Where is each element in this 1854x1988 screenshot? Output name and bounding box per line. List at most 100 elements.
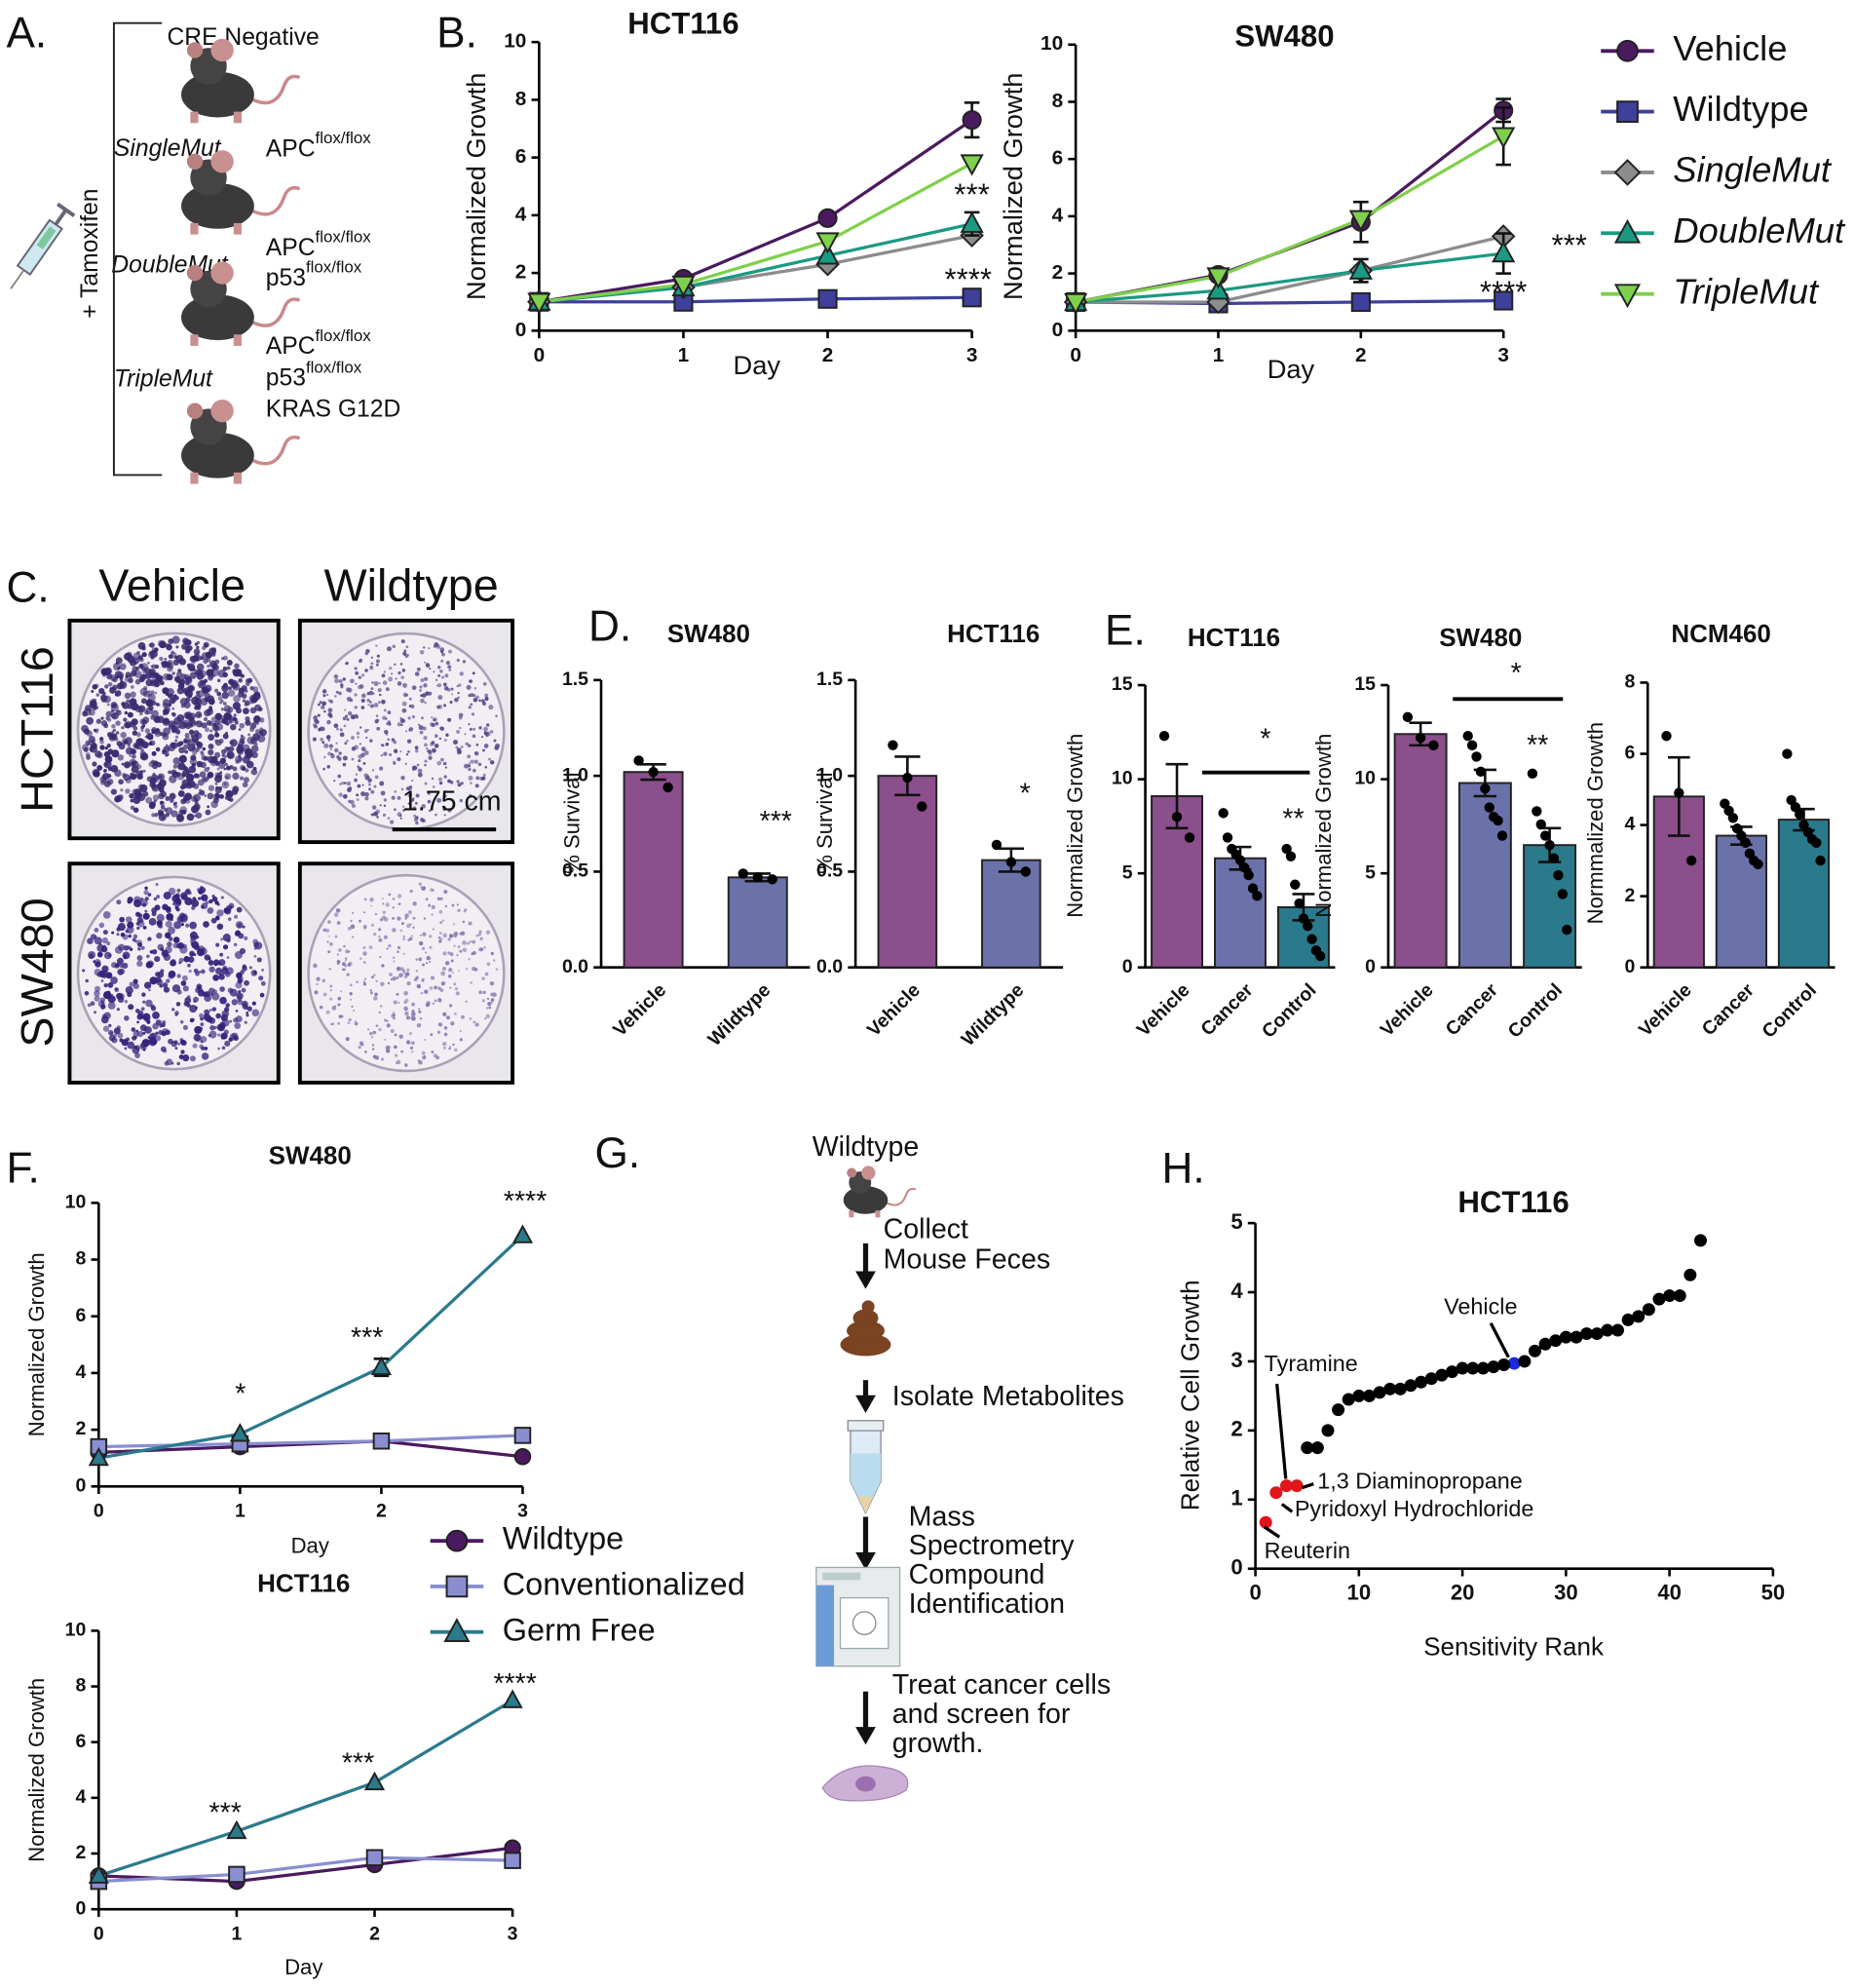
colony bbox=[198, 791, 202, 795]
colony bbox=[392, 644, 396, 649]
colony bbox=[402, 805, 405, 808]
colony bbox=[459, 726, 462, 730]
colony bbox=[340, 683, 344, 687]
colony bbox=[141, 1039, 149, 1047]
colony bbox=[246, 1006, 252, 1012]
colony bbox=[156, 762, 163, 768]
colony bbox=[201, 686, 208, 692]
mouse-body bbox=[181, 183, 254, 229]
colony bbox=[462, 920, 466, 924]
colony bbox=[314, 990, 319, 995]
colony bbox=[230, 723, 237, 731]
data-point bbox=[648, 767, 659, 778]
colony bbox=[419, 934, 422, 937]
colony bbox=[442, 1046, 446, 1050]
colony bbox=[444, 766, 447, 769]
colony bbox=[100, 1004, 106, 1010]
colony bbox=[431, 904, 435, 909]
colony bbox=[136, 926, 140, 931]
colony bbox=[409, 889, 413, 894]
colony bbox=[403, 1006, 408, 1012]
series-line bbox=[539, 295, 972, 304]
colony bbox=[448, 669, 452, 671]
data-point bbox=[1269, 1486, 1283, 1500]
colony bbox=[104, 684, 109, 689]
colony bbox=[94, 990, 100, 997]
colony bbox=[214, 719, 220, 726]
colony bbox=[184, 997, 192, 1004]
colony bbox=[256, 957, 262, 963]
colony bbox=[221, 657, 225, 661]
colony bbox=[142, 1013, 150, 1021]
colony bbox=[412, 806, 417, 811]
colony bbox=[411, 685, 417, 691]
colony bbox=[428, 647, 431, 650]
colony bbox=[405, 645, 409, 649]
colony bbox=[103, 780, 111, 787]
colony bbox=[142, 769, 146, 773]
colony bbox=[82, 710, 89, 717]
colony bbox=[199, 771, 207, 778]
colony bbox=[434, 999, 437, 1003]
colony bbox=[207, 805, 210, 809]
colony bbox=[155, 882, 159, 887]
colony bbox=[420, 698, 425, 704]
colony bbox=[328, 942, 333, 946]
colony bbox=[361, 694, 364, 697]
data-point bbox=[1553, 869, 1564, 881]
colony bbox=[167, 660, 173, 666]
colony bbox=[178, 741, 184, 746]
colony bbox=[380, 981, 385, 987]
colony bbox=[430, 1033, 434, 1037]
colony bbox=[241, 693, 247, 699]
colony bbox=[351, 936, 355, 938]
data-point bbox=[1285, 851, 1297, 861]
colony bbox=[320, 737, 323, 742]
colony bbox=[196, 645, 200, 650]
colony bbox=[432, 928, 435, 931]
annotation: * bbox=[235, 1378, 246, 1409]
colony bbox=[378, 928, 382, 932]
colony bbox=[369, 1031, 373, 1036]
colony bbox=[362, 980, 366, 983]
colony bbox=[449, 986, 452, 989]
colony bbox=[345, 1037, 350, 1042]
data-point bbox=[226, 1819, 247, 1840]
bar bbox=[1523, 844, 1577, 969]
colony bbox=[175, 1002, 181, 1007]
row-header: HCT116 bbox=[12, 646, 62, 813]
colony bbox=[227, 987, 234, 993]
x-tick-label: 1 bbox=[1213, 344, 1225, 366]
colony bbox=[437, 998, 442, 1003]
colony bbox=[171, 635, 180, 644]
colony bbox=[391, 795, 396, 800]
colony bbox=[374, 719, 379, 724]
colony bbox=[216, 923, 224, 931]
colony bbox=[322, 701, 326, 707]
colony bbox=[362, 924, 367, 929]
colony bbox=[240, 673, 245, 678]
y-tick-label: 1.0 bbox=[562, 764, 588, 785]
colony bbox=[385, 1049, 391, 1053]
colony bbox=[481, 702, 486, 707]
colony bbox=[403, 990, 408, 996]
colony bbox=[390, 1028, 395, 1034]
colony bbox=[397, 681, 402, 686]
colony bbox=[456, 903, 459, 906]
colony bbox=[253, 955, 257, 958]
colony bbox=[186, 663, 191, 668]
colony bbox=[250, 745, 259, 752]
colony bbox=[134, 705, 142, 713]
colony bbox=[186, 644, 190, 647]
series-line bbox=[97, 1699, 513, 1878]
data-point bbox=[738, 868, 748, 879]
colony bbox=[168, 937, 173, 941]
colony bbox=[154, 691, 158, 695]
x-tick-label: 1 bbox=[235, 1500, 246, 1521]
annotation: * bbox=[1260, 724, 1270, 755]
colony bbox=[370, 813, 374, 817]
colony bbox=[408, 1032, 412, 1036]
colony bbox=[403, 649, 407, 653]
colony bbox=[397, 1001, 400, 1005]
colony bbox=[210, 800, 218, 809]
